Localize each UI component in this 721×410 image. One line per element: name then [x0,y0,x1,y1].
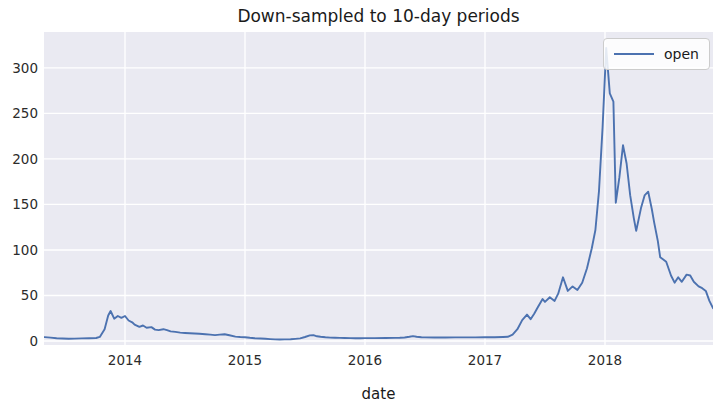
y-tick-label: 250 [0,105,38,121]
x-tick-label: 2018 [575,352,635,368]
x-tick-label: 2015 [215,352,275,368]
y-tick-label: 150 [0,196,38,212]
chart-title: Down-sampled to 10-day periods [44,6,713,26]
x-tick-label: 2017 [455,352,515,368]
legend-line-sample-icon [614,53,654,55]
plot-canvas [44,32,713,345]
figure: Down-sampled to 10-day periods 0 50 100 150… [0,0,721,410]
grid-layer [44,32,713,345]
y-tick-label: 50 [0,287,38,303]
x-tick-label: 2014 [95,352,155,368]
y-tick-label: 0 [0,333,38,349]
y-tick-label: 100 [0,242,38,258]
y-tick-label: 200 [0,151,38,167]
legend-label: open [664,46,699,62]
y-tick-label: 300 [0,60,38,76]
x-axis-label: date [44,385,713,403]
legend: open [603,38,710,70]
x-tick-label: 2016 [335,352,395,368]
plot-area [44,32,713,345]
